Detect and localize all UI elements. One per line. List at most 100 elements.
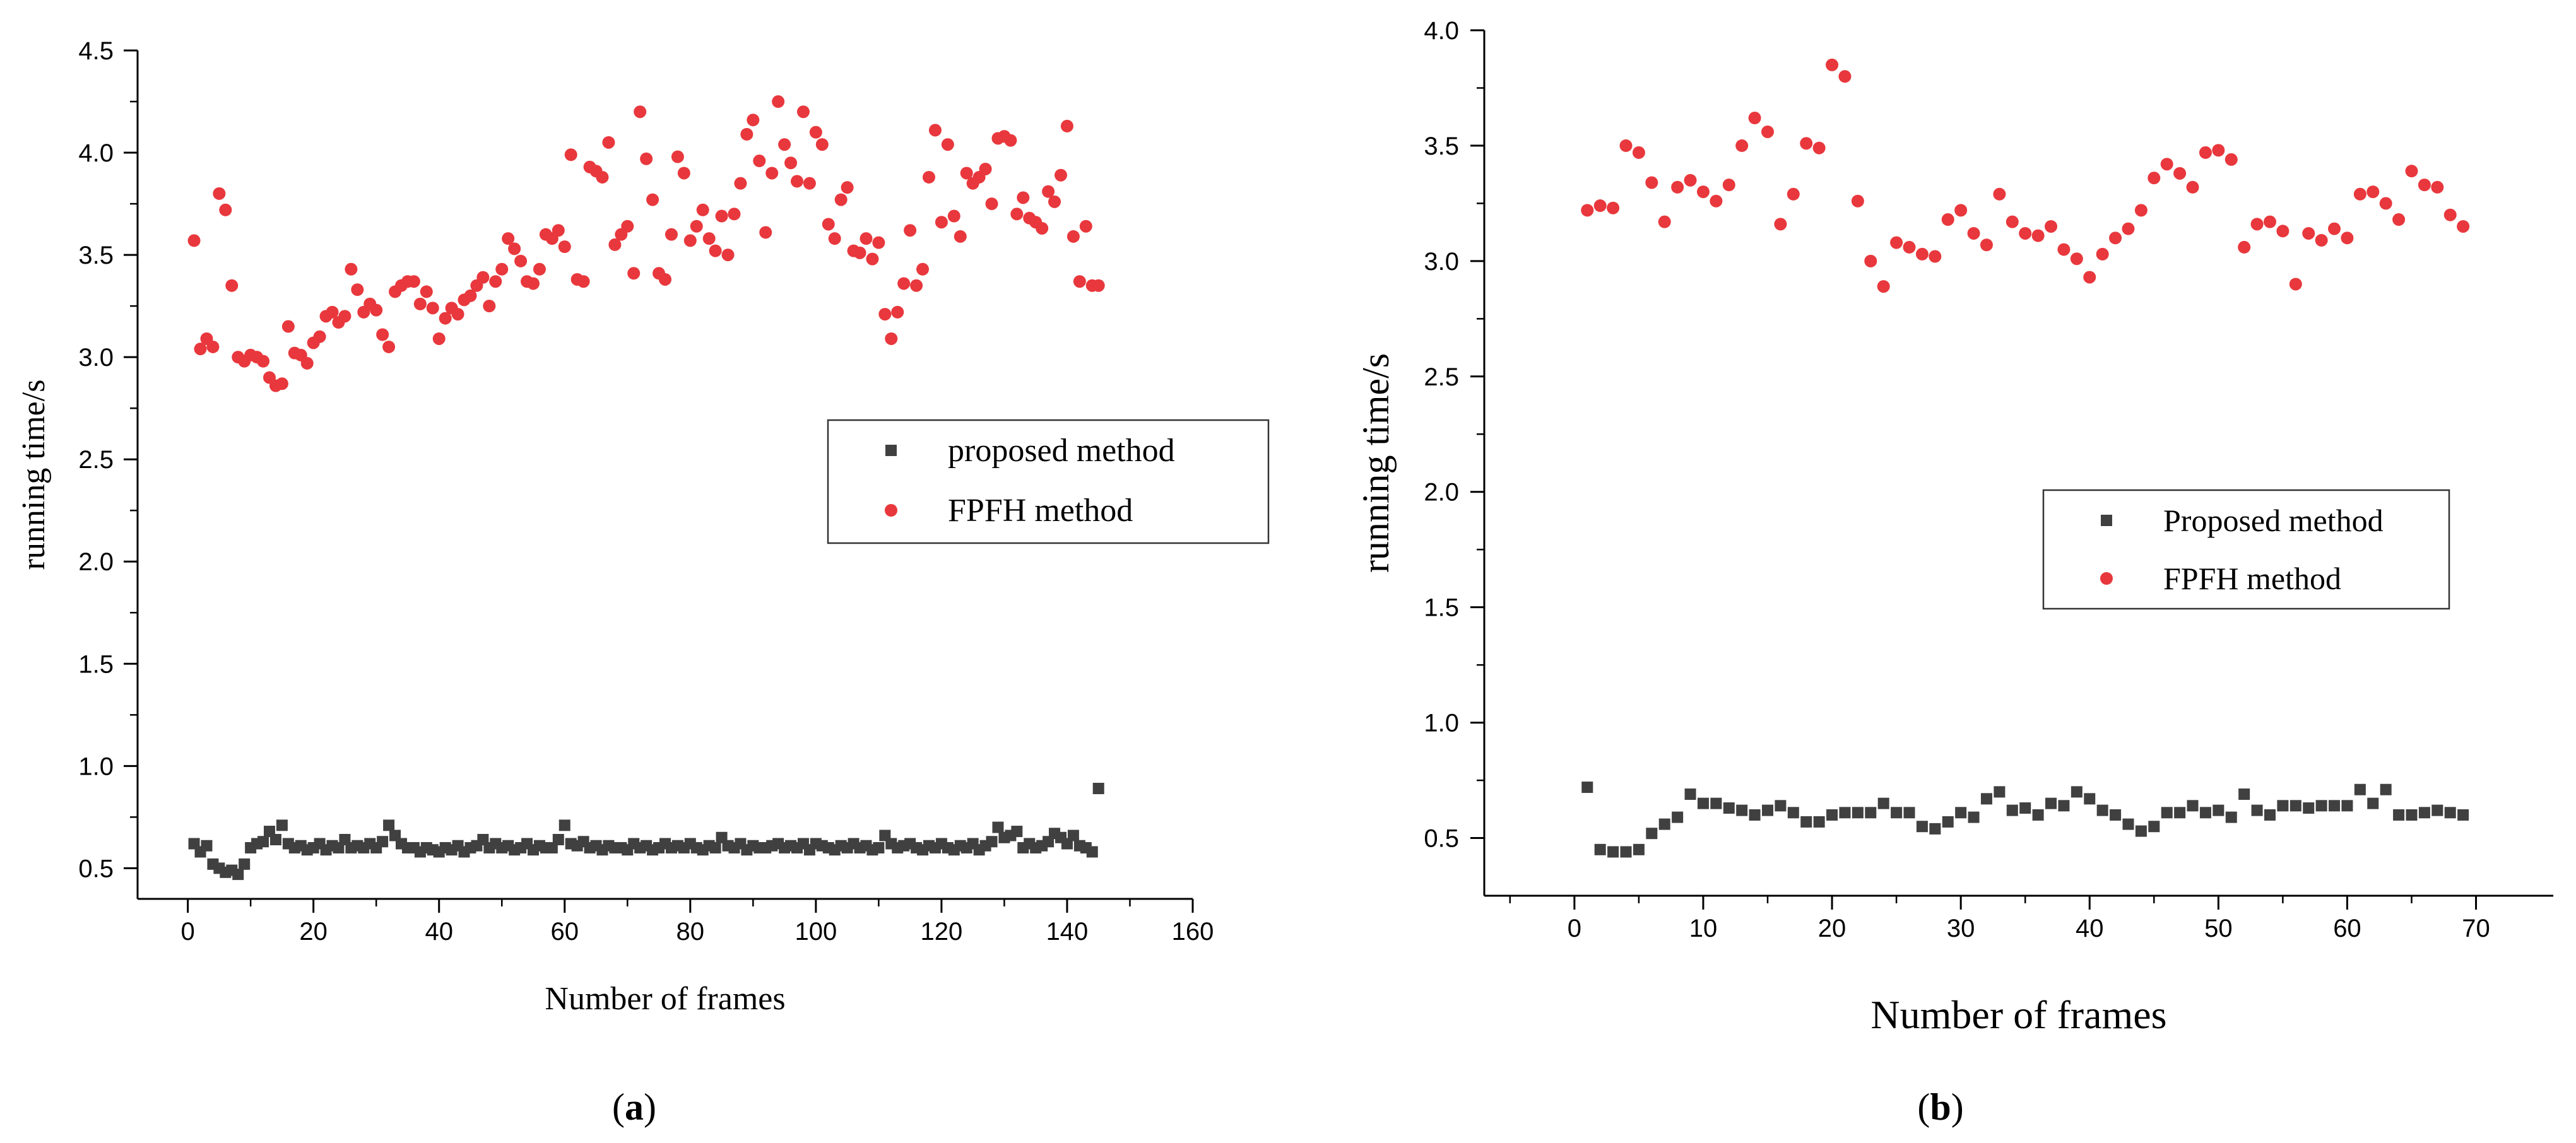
data-point-proposed: [1646, 828, 1658, 840]
data-point-proposed: [1852, 807, 1864, 819]
data-point-proposed: [1865, 807, 1877, 819]
data-point-proposed: [873, 841, 885, 853]
data-point-fpfh: [1710, 194, 1723, 208]
data-point-fpfh: [1761, 125, 1775, 138]
data-point-proposed: [2161, 807, 2173, 819]
data-point-fpfh: [2457, 220, 2470, 233]
data-point-fpfh: [2096, 247, 2109, 261]
legend-marker-proposed: [885, 445, 897, 456]
data-point-proposed: [383, 819, 395, 831]
data-point-fpfh: [627, 267, 641, 280]
data-point-fpfh: [979, 162, 992, 175]
data-point-fpfh: [1915, 247, 1929, 261]
data-point-fpfh: [213, 187, 226, 200]
data-point-proposed: [2199, 807, 2211, 819]
data-point-proposed: [2071, 786, 2083, 798]
data-point-fpfh: [753, 155, 766, 168]
data-point-proposed: [1710, 797, 1722, 809]
data-point-proposed: [2058, 800, 2070, 812]
data-point-fpfh: [910, 279, 923, 292]
data-point-fpfh: [671, 150, 684, 163]
data-point-fpfh: [878, 308, 892, 321]
x-tick-label: 100: [795, 918, 837, 946]
data-point-fpfh: [904, 224, 917, 237]
data-point-fpfh: [206, 340, 220, 353]
x-tick-label: 70: [2462, 915, 2490, 942]
data-point-fpfh: [2122, 222, 2135, 235]
data-point-proposed: [377, 836, 389, 848]
legend-box: [2042, 489, 2450, 610]
data-point-fpfh: [891, 305, 904, 319]
data-point-fpfh: [1079, 220, 1092, 233]
data-point-proposed: [2006, 804, 2018, 816]
data-point-fpfh: [1722, 179, 1735, 192]
data-point-fpfh: [947, 209, 960, 223]
data-point-fpfh: [2006, 215, 2019, 228]
data-point-fpfh: [709, 244, 722, 257]
data-point-proposed: [2418, 807, 2430, 819]
data-point-fpfh: [426, 302, 439, 315]
data-point-fpfh: [721, 249, 735, 262]
data-point-fpfh: [960, 167, 973, 180]
data-point-fpfh: [2019, 226, 2032, 240]
data-point-fpfh: [2160, 158, 2173, 171]
legend-marker-fpfh: [885, 504, 897, 517]
x-tick-label: 40: [2076, 915, 2104, 942]
data-point-proposed: [1011, 826, 1023, 838]
data-point-fpfh: [841, 181, 854, 194]
data-point-fpfh: [2224, 153, 2238, 166]
panel-a-chart: 0 20 40 60 80 100 120 140 160 0.5 1.0 1.5 2.0 2.5 3.0 3…: [16, 37, 1270, 1128]
data-point-proposed: [1658, 818, 1670, 830]
x-tick-label: 160: [1172, 918, 1214, 946]
panel-caption: (a): [612, 1086, 656, 1128]
panel-caption: (b): [1917, 1086, 1963, 1128]
data-point-fpfh: [2109, 232, 2122, 245]
data-point-fpfh: [1658, 215, 1671, 228]
y-tick-label: 1.5: [1424, 594, 1459, 622]
data-point-fpfh: [2057, 243, 2071, 256]
data-point-proposed: [1684, 788, 1696, 800]
data-point-fpfh: [809, 126, 822, 139]
data-point-fpfh: [1864, 254, 1877, 267]
legend-label-fpfh: FPFH method: [948, 493, 1133, 529]
data-point-fpfh: [1632, 146, 1645, 159]
data-point-fpfh: [1055, 168, 1067, 182]
data-point-fpfh: [275, 377, 288, 390]
data-point-fpfh: [1671, 180, 1684, 194]
data-point-proposed: [1775, 800, 1787, 812]
y-tick-label: 1.5: [78, 650, 114, 678]
y-tick-label: 4.5: [78, 37, 114, 65]
data-point-fpfh: [740, 127, 753, 141]
data-point-proposed: [2174, 807, 2186, 819]
x-tick-label: 30: [1947, 915, 1975, 942]
data-point-fpfh: [2238, 240, 2251, 254]
x-axis-title: Number of frames: [545, 981, 785, 1017]
data-point-fpfh: [2392, 213, 2406, 226]
data-point-proposed: [2303, 802, 2315, 814]
data-point-proposed: [1749, 809, 1761, 821]
x-tick-label: 120: [921, 918, 963, 946]
data-point-fpfh: [834, 193, 848, 206]
data-point-proposed: [2084, 793, 2096, 805]
data-point-fpfh: [923, 170, 935, 184]
data-point-fpfh: [2302, 226, 2315, 240]
data-point-fpfh: [1877, 280, 1890, 293]
data-point-proposed: [2329, 800, 2341, 812]
y-tick-label: 0.5: [1424, 825, 1459, 853]
data-point-fpfh: [1851, 194, 1864, 208]
data-point-fpfh: [1004, 134, 1017, 147]
data-point-fpfh: [1060, 119, 1073, 132]
caption-letter: b: [1930, 1086, 1951, 1128]
data-point-fpfh: [2250, 218, 2264, 231]
data-point-fpfh: [1774, 218, 1787, 231]
data-point-fpfh: [514, 254, 528, 267]
data-point-proposed: [2225, 811, 2237, 823]
legend-marker-fpfh: [2100, 572, 2113, 585]
data-point-fpfh: [916, 262, 930, 276]
y-tick-label: 4.0: [1424, 17, 1459, 45]
data-point-fpfh: [533, 262, 546, 276]
data-point-fpfh: [558, 240, 571, 254]
data-point-fpfh: [1048, 195, 1061, 208]
y-tick-label: 2.0: [78, 548, 114, 576]
legend-label-proposed: proposed method: [948, 433, 1175, 469]
